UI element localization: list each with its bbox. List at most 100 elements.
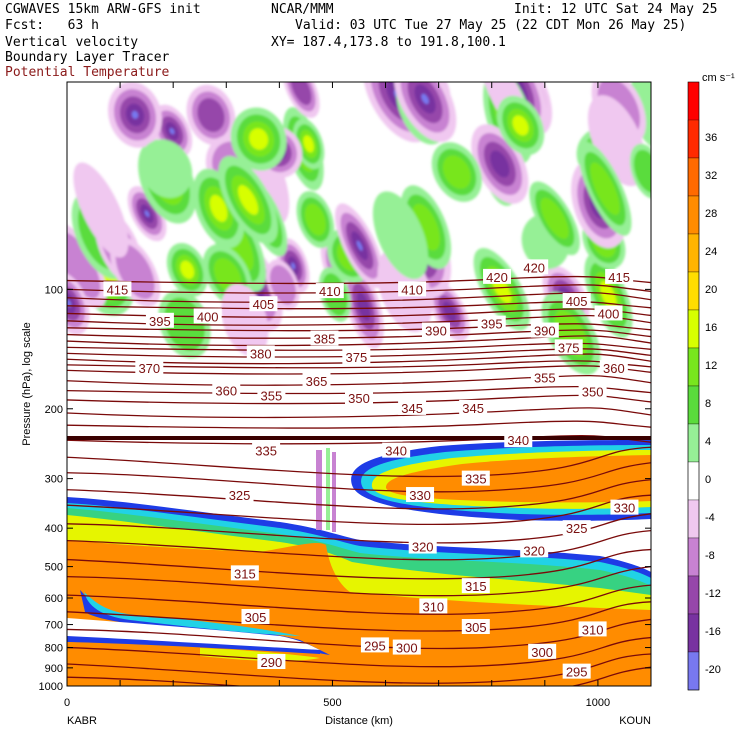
theta-label: 405 (562, 293, 591, 309)
theta-label-bg (520, 259, 549, 275)
theta-label-bg (135, 360, 164, 376)
wave-cell-contour (590, 162, 620, 216)
theta-label-text: 315 (465, 579, 487, 594)
colorbar-frame (687, 81, 700, 691)
wave-cell-contour (633, 149, 651, 193)
colorbar-label: -4 (705, 512, 715, 524)
theta-contour-line (67, 353, 651, 365)
theta-label: 350 (345, 390, 373, 406)
theta-label: 290 (257, 654, 286, 670)
theta-label-text: 380 (250, 346, 272, 361)
wave-cell-contour (540, 197, 569, 239)
colorbar-label: 36 (705, 132, 717, 144)
theta-label-bg (419, 598, 448, 614)
theta-label-bg (477, 315, 506, 331)
theta-label-bg (562, 293, 591, 309)
theta-label: 385 (310, 330, 339, 347)
theta-label-bg (520, 542, 549, 558)
theta-label-text: 405 (566, 294, 588, 309)
theta-label: 340 (504, 432, 533, 448)
wave-cell-contour (304, 203, 326, 236)
theta-label-text: 360 (603, 361, 625, 376)
theta-label: 345 (398, 399, 427, 416)
theta-label-bg (530, 369, 559, 385)
wave-cell-contour (144, 210, 150, 217)
wave-cell (230, 107, 287, 171)
wave-cell (496, 95, 545, 156)
colorbar-label: 24 (705, 246, 717, 258)
wave-cell-contour (442, 155, 471, 189)
theta-label: 300 (528, 643, 557, 660)
theta-label-bg (562, 663, 591, 679)
y-axis-label: Pressure (hPa), log scale (21, 322, 33, 446)
theta-contour-line (67, 275, 651, 285)
colorbar: 36 32 28 24 20 16 12 8 4 0 -4 -8 -12 -16 -20 cm s⁻¹ (687, 72, 735, 691)
theta-label-text: 320 (523, 543, 545, 558)
header-fcst: Fcst: 63 h (5, 18, 99, 33)
theta-label-bg (193, 308, 222, 324)
colorbar-label: 28 (705, 208, 717, 220)
theta-contour-line (67, 548, 651, 580)
theta-label-text: 365 (306, 374, 328, 389)
wave-cell-contour (73, 162, 129, 258)
theta-contour-line (67, 374, 651, 386)
y-tick-label: 300 (45, 474, 63, 486)
wave-cell (578, 141, 632, 236)
left-station-label: KABR (67, 715, 97, 727)
theta-label-text: 375 (345, 350, 367, 365)
header-xy: XY= 187.4,173.8 to 191.8,100.1 (271, 35, 506, 50)
theta-contour-line (67, 420, 651, 429)
theta-label: 415 (103, 281, 132, 297)
y-tick-label: 900 (45, 663, 63, 675)
theta-label-text: 415 (107, 282, 129, 297)
theta-label: 305 (241, 609, 270, 625)
colorbar-band (687, 423, 700, 463)
colorbar-band (687, 119, 700, 159)
theta-label-bg (360, 637, 389, 653)
upper-wave-field (67, 82, 651, 375)
theta-contour-line (67, 335, 651, 347)
colorbar-band (687, 651, 700, 691)
theta-label: 335 (252, 442, 281, 459)
theta-contour-line (67, 329, 651, 339)
x-tick-label: 1000 (586, 697, 610, 709)
x-axis-label: Distance (km) (325, 715, 393, 727)
theta-label: 345 (459, 399, 488, 416)
theta-label-bg (578, 621, 607, 637)
theta-label: 360 (212, 382, 241, 399)
theta-label: 400 (193, 308, 222, 324)
wave-cell-contour (490, 150, 510, 178)
tracer-lower-blue-edge (67, 636, 320, 654)
wave-cell (296, 191, 335, 249)
theta-label-bg (461, 619, 490, 635)
wave-cell-contour (197, 98, 225, 133)
colorbar-band (687, 461, 700, 501)
wave-cell (73, 162, 129, 258)
colorbar-label: -12 (705, 588, 721, 600)
wave-cell (218, 156, 278, 244)
tongue-orange-core (385, 455, 651, 503)
colorbar-band (687, 347, 700, 387)
theta-label: 355 (257, 387, 286, 403)
theta-label-text: 325 (566, 521, 588, 536)
theta-label-text: 290 (261, 655, 283, 670)
wave-cell-contour (372, 191, 429, 280)
colorbar-label: 16 (705, 322, 717, 334)
wave-cell-contour (209, 194, 228, 222)
wave-cell-contour (180, 260, 195, 279)
theta-label: 350 (578, 383, 607, 400)
y-tick-label: 700 (45, 620, 63, 632)
wave-cell-contour (67, 232, 101, 299)
theta-label-bg (230, 565, 259, 581)
theta-label-bg (459, 399, 488, 415)
wave-cell-contour (115, 244, 155, 299)
theta-label: 420 (483, 268, 512, 285)
wave-cell-contour (238, 185, 259, 215)
y-tick-label: 200 (45, 404, 63, 416)
theta-label-bg (528, 643, 557, 659)
wave-cell (139, 139, 193, 198)
theta-label-bg (252, 442, 281, 458)
wave-cell-contour (421, 93, 429, 105)
colorbar-label: 8 (705, 398, 711, 410)
colorbar-label: 20 (705, 284, 717, 296)
